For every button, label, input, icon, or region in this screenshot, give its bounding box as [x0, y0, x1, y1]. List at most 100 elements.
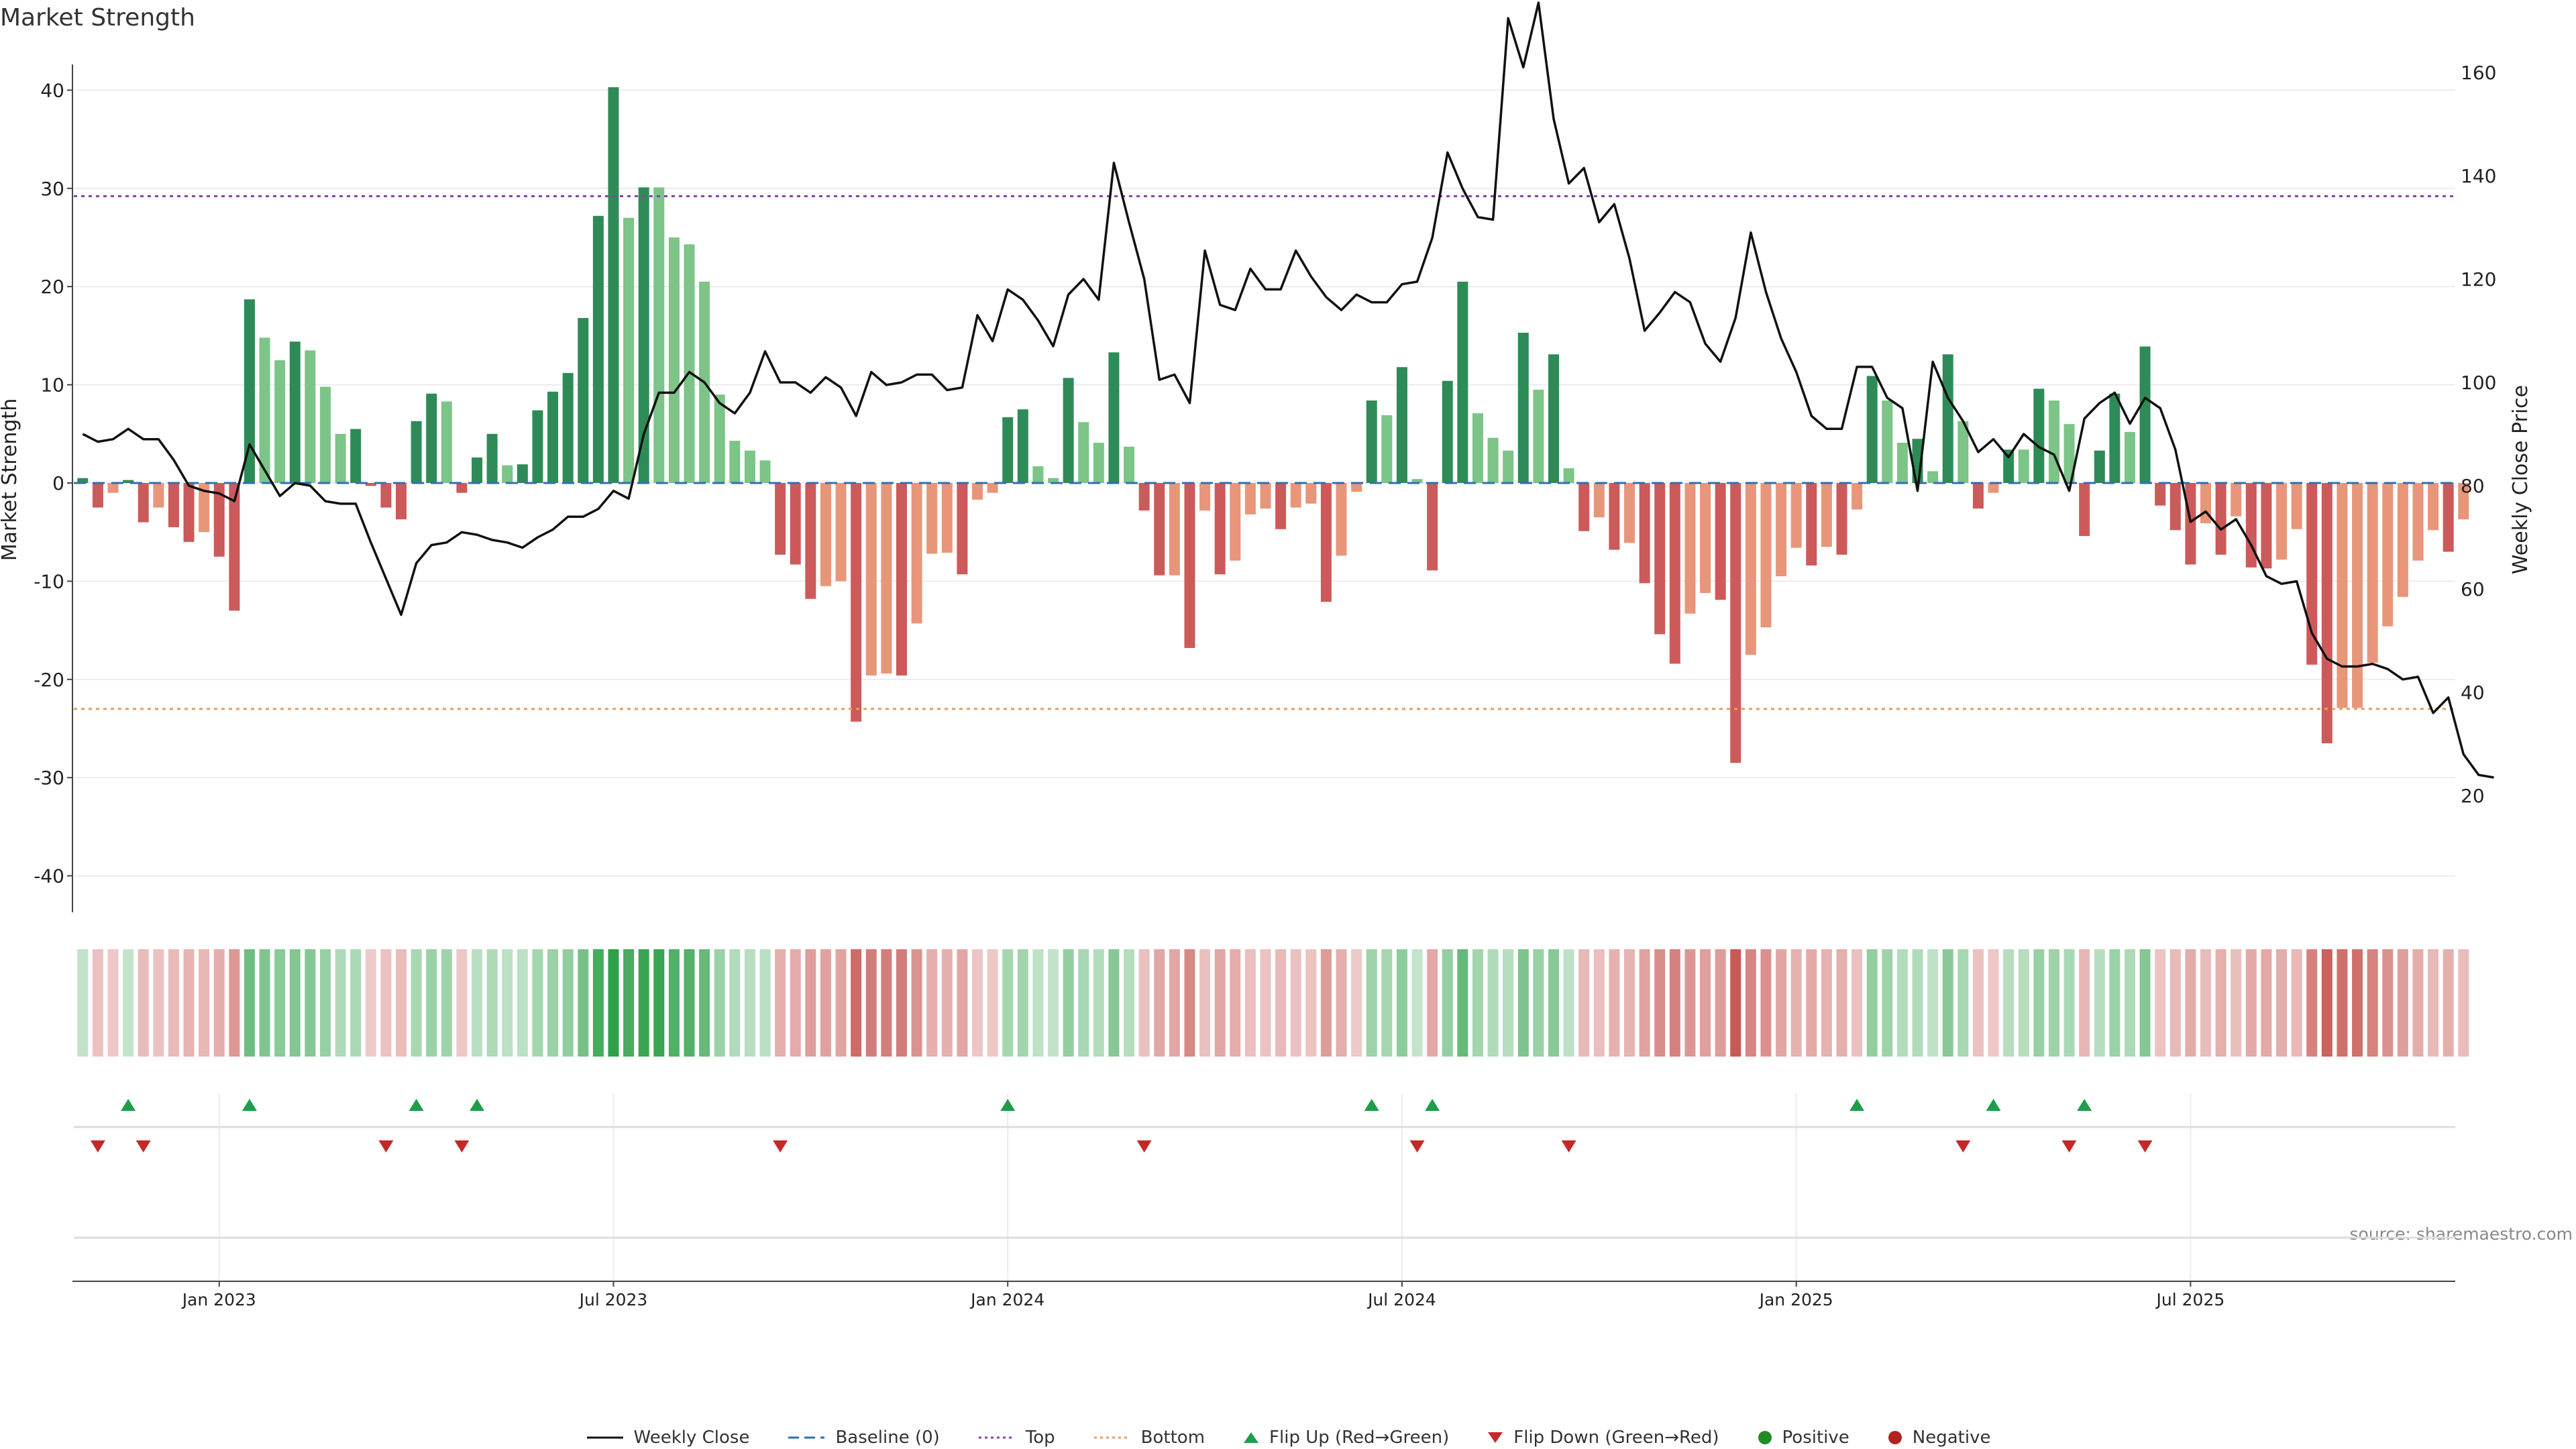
- heat-cell: [578, 949, 589, 1057]
- strength-bar: [926, 483, 938, 554]
- strength-bar: [2443, 483, 2454, 552]
- legend-flip-down-label: Flip Down (Green→Red): [1513, 1428, 1719, 1448]
- strength-bar: [1017, 409, 1028, 483]
- strength-bar: [486, 433, 498, 483]
- y-tick-label: -40: [34, 865, 64, 888]
- heat-cell: [1533, 949, 1544, 1057]
- heat-cell: [2245, 949, 2257, 1057]
- strength-bar: [1972, 483, 1984, 509]
- strength-bar: [380, 483, 392, 508]
- heat-cell: [805, 949, 816, 1057]
- heat-cell: [1124, 949, 1135, 1057]
- legend-negative: Negative: [1887, 1428, 1990, 1448]
- heat-cell: [1184, 949, 1195, 1057]
- heat-cell: [1669, 949, 1680, 1057]
- strength-bar: [1184, 483, 1195, 648]
- y-tick-label: 40: [40, 79, 64, 101]
- strength-bar: [1609, 483, 1620, 550]
- heat-cell: [1866, 949, 1878, 1057]
- strength-bar: [1806, 483, 1817, 566]
- flip-down-marker: [1136, 1140, 1152, 1152]
- heat-cell: [592, 949, 604, 1057]
- legend-top: Top: [977, 1428, 1055, 1448]
- strength-bar: [1048, 478, 1059, 483]
- strength-bar: [653, 187, 665, 483]
- heat-cell: [1427, 949, 1438, 1057]
- axes: 403020100-10-20-30-401801601401201008060…: [34, 62, 2496, 1309]
- strength-bar: [1214, 483, 1226, 575]
- heat-cell: [153, 949, 164, 1057]
- heat-cell: [1457, 949, 1468, 1057]
- y-tick-label: -20: [34, 669, 64, 691]
- strength-bar: [971, 483, 983, 500]
- x-tick-label: Jan 2023: [181, 1290, 256, 1309]
- strength-bar: [1381, 415, 1393, 483]
- heat-cell: [653, 949, 665, 1057]
- heat-cell: [1548, 949, 1559, 1057]
- strength-bar: [213, 483, 225, 557]
- strength-bar: [1078, 422, 1089, 483]
- strength-bar: [1032, 466, 1044, 483]
- heat-cell: [1790, 949, 1802, 1057]
- heat-cell: [411, 949, 422, 1057]
- heat-cell: [744, 949, 755, 1057]
- bottom-swatch: [1093, 1436, 1130, 1439]
- flip-down-icon: [1488, 1432, 1503, 1443]
- heat-cell: [2458, 949, 2469, 1057]
- strength-bar: [2276, 483, 2288, 560]
- heat-cell: [1684, 949, 1696, 1057]
- heat-cell: [2321, 949, 2332, 1057]
- strength-bar: [335, 433, 346, 483]
- heat-cell: [1821, 949, 1832, 1057]
- heat-cell: [123, 949, 134, 1057]
- heat-cell: [2169, 949, 2181, 1057]
- y2-tick-label: 160: [2461, 62, 2496, 84]
- strength-bar: [2124, 431, 2135, 483]
- strength-bar: [1593, 483, 1605, 518]
- heat-cell: [1517, 949, 1529, 1057]
- heat-cell: [1487, 949, 1499, 1057]
- y2-tick-label: 140: [2461, 165, 2496, 187]
- strength-bar: [1730, 483, 1741, 763]
- heat-cell: [2261, 949, 2272, 1057]
- strength-bar: [1745, 483, 1756, 655]
- heat-cell: [2276, 949, 2288, 1057]
- flip-down-marker: [1955, 1140, 1971, 1152]
- strength-bar: [2155, 483, 2166, 506]
- strength-bar: [592, 215, 604, 483]
- strength-bar: [411, 421, 422, 483]
- strength-bar: [517, 464, 528, 483]
- heat-cell: [941, 949, 953, 1057]
- strength-bar: [2079, 483, 2090, 537]
- strength-bar: [456, 483, 468, 493]
- flip-up-marker: [1986, 1099, 2001, 1111]
- strength-bar: [2109, 393, 2121, 483]
- heat-cell: [1336, 949, 1347, 1057]
- heat-cell: [517, 949, 528, 1057]
- strength-bar: [138, 483, 149, 523]
- heat-cell: [790, 949, 801, 1057]
- heat-cell: [1654, 949, 1666, 1057]
- top-swatch: [978, 1436, 1015, 1439]
- strength-bar: [1669, 483, 1680, 664]
- heat-cell: [2109, 949, 2121, 1057]
- strength-bar: [229, 483, 240, 611]
- heat-cell: [1942, 949, 1953, 1057]
- heat-cell: [2382, 949, 2394, 1057]
- heat-cell: [365, 949, 376, 1057]
- flip-up-marker: [2077, 1099, 2092, 1111]
- strength-bar: [1836, 483, 1847, 555]
- heat-cell: [1275, 949, 1287, 1057]
- strength-bar: [244, 299, 255, 483]
- heat-cell: [319, 949, 331, 1057]
- strength-bar: [396, 483, 407, 520]
- strength-bar: [1002, 417, 1014, 483]
- strength-bar: [2321, 483, 2332, 743]
- heat-cell: [1032, 949, 1044, 1057]
- heat-cell: [2139, 949, 2151, 1057]
- heat-cell: [1957, 949, 1969, 1057]
- heat-cell: [2018, 949, 2029, 1057]
- strength-bar: [2352, 483, 2363, 708]
- heat-cell: [2428, 949, 2439, 1057]
- strength-bar: [1138, 483, 1150, 511]
